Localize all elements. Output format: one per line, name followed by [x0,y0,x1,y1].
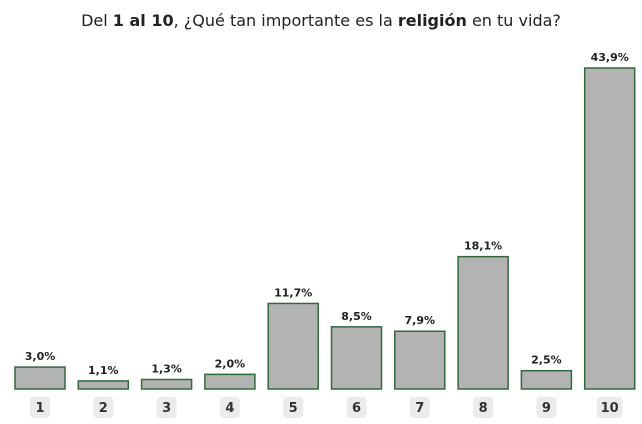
category-box [30,397,50,418]
value-label: 3,0% [25,350,56,363]
x-tick-label: 3 [162,401,171,416]
category-box [283,397,304,418]
value-label: 7,9% [405,314,436,327]
value-label: 2,5% [531,354,562,367]
category-box [93,397,114,418]
value-label: 18,1% [464,240,502,253]
bar [330,326,383,390]
category-box [596,397,623,418]
bar [204,373,256,390]
value-label: 2,0% [215,357,246,370]
title-part: en tu vida? [467,11,561,30]
bar [140,378,193,390]
value-label: 1,1% [88,364,119,377]
category-box [346,397,367,418]
x-tick-label: 2 [99,401,108,416]
category-box [473,397,494,418]
value-label: 11,7% [274,286,312,299]
bar [457,255,509,390]
category-box [409,397,430,418]
x-tick-label: 8 [479,401,488,416]
title-part: 1 al 10 [113,11,174,30]
x-tick-label: 6 [352,401,361,416]
title-part: Del [81,11,113,30]
x-tick-label: 10 [601,401,619,416]
bar [583,67,636,390]
bar [14,366,66,390]
x-tick-label: 7 [415,401,424,416]
bar [520,369,573,390]
bar [77,380,130,390]
value-label: 8,5% [341,310,372,323]
x-tick-label: 4 [225,401,234,416]
category-box [536,397,557,418]
title-part: , ¿Qué tan importante es la [174,11,398,30]
chart-title: Del 1 al 10, ¿Qué tan importante es la r… [81,11,561,30]
title-part: religión [398,11,467,30]
category-box [219,397,240,418]
bar [394,330,446,390]
x-tick-label: 5 [289,401,298,416]
x-tick-label: 9 [542,401,551,416]
value-label: 43,9% [591,51,629,64]
x-tick-label: 1 [35,401,44,416]
bar [267,302,319,390]
category-box [156,397,177,418]
value-label: 1,3% [151,362,182,375]
